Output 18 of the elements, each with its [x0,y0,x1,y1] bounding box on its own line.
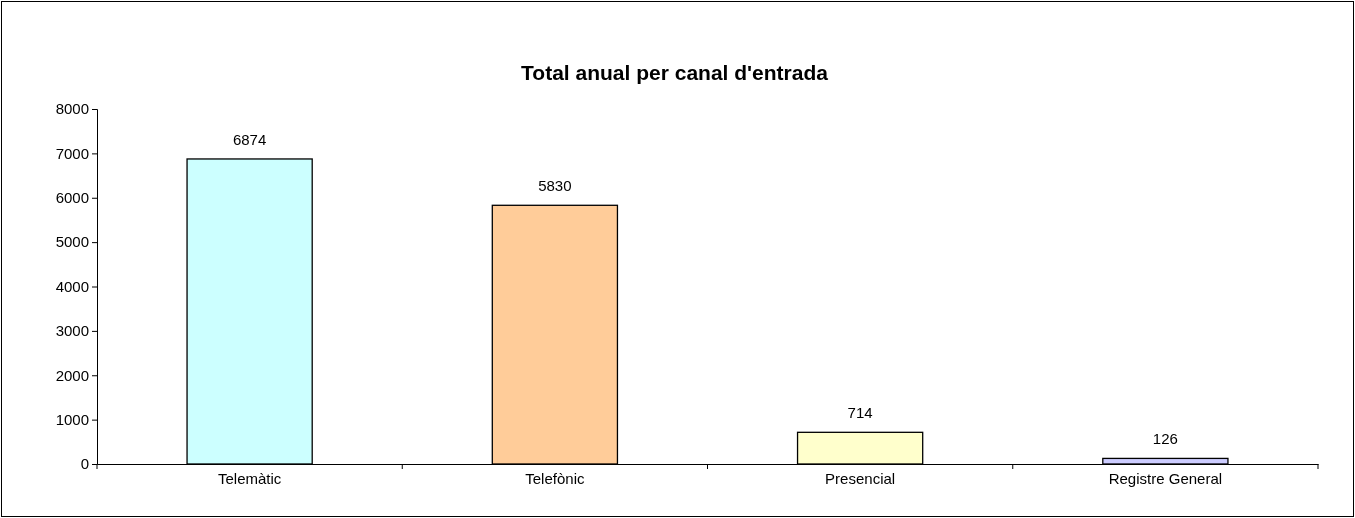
x-tick-label: Telemàtic [217,469,282,487]
data-label: 714 [847,404,873,422]
y-tick-label: 5000 [55,233,89,251]
data-label: 6874 [232,130,267,148]
x-tick-label: Telefònic [525,469,585,487]
y-tick-label: 8000 [55,100,89,118]
x-tick-label: Registre General [1108,469,1223,487]
y-tick-label: 6000 [55,189,89,207]
y-tick-label: 7000 [55,144,89,162]
y-tick-label: 2000 [55,366,89,384]
y-tick-label: 4000 [55,277,89,295]
x-tick-label: Presencial [825,469,896,487]
chart-title: Total anual per canal d'entrada [521,61,829,84]
data-label: 126 [1152,430,1178,448]
y-tick-label: 1000 [55,410,89,428]
data-label: 5830 [538,177,572,195]
y-tick-label: 0 [80,455,89,473]
y-tick-label: 3000 [55,322,89,340]
